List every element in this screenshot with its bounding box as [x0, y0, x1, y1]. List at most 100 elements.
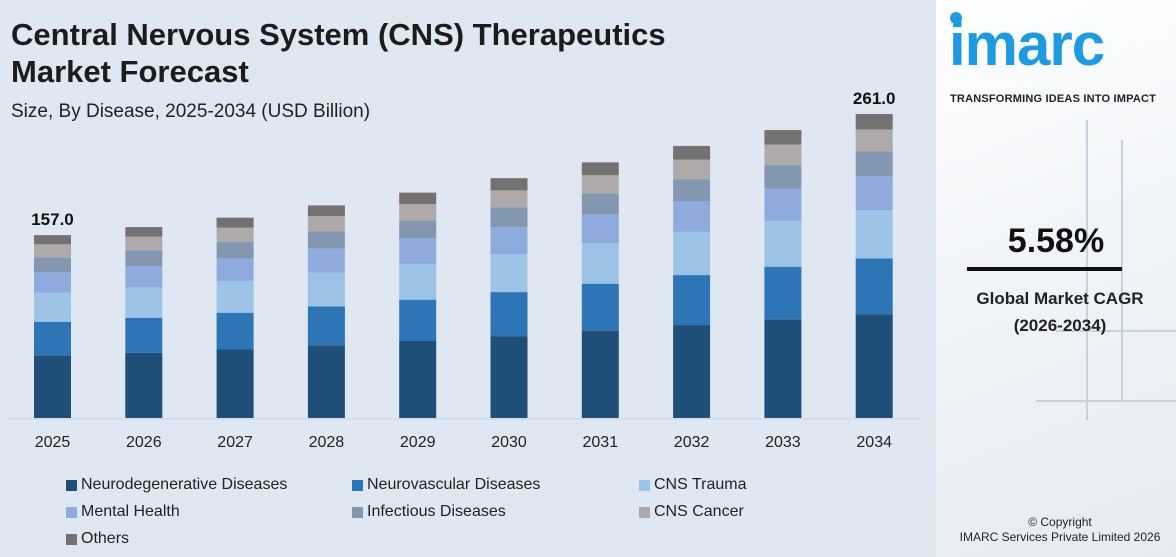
bar-segment [764, 319, 802, 418]
bar-segment [855, 176, 893, 211]
bar-segment [307, 345, 345, 418]
bar-segment [125, 317, 163, 353]
bar-segment [764, 130, 802, 145]
bar-segment [855, 258, 893, 315]
bar-segment [490, 190, 528, 208]
cagr-label-line1: Global Market CAGR [976, 289, 1144, 308]
legend-label: CNS Trauma [654, 476, 747, 493]
legend-item: Neurodegenerative Diseases [66, 476, 287, 494]
bar-segment [307, 216, 345, 232]
bar-segment [673, 275, 711, 326]
bar-segment [307, 248, 345, 273]
bar-segment [764, 266, 802, 320]
legend-item: Mental Health [66, 503, 180, 521]
legend-item: CNS Cancer [639, 503, 744, 521]
bar-segment [34, 272, 71, 293]
x-tick-label: 2031 [583, 434, 619, 451]
legend-swatch [352, 479, 363, 491]
bar-segment [673, 159, 711, 180]
bar-segment [399, 220, 437, 239]
bar-segment [855, 314, 893, 418]
x-tick-label: 2029 [400, 434, 436, 451]
bar-segment [216, 242, 254, 259]
bar-segment [34, 235, 71, 245]
bar-segment [125, 287, 163, 318]
bar-segment [581, 330, 619, 418]
bar-segment [490, 254, 528, 293]
bar-segment [34, 321, 71, 356]
brand-panel: imarc TRANSFORMING IDEAS INTO IMPACT 5.5… [936, 0, 1176, 557]
total-data-label: 157.0 [31, 210, 74, 229]
bar-segment [855, 151, 893, 177]
bar-segment [581, 214, 619, 244]
legend-label: Others [81, 530, 130, 547]
bar-segment [673, 179, 711, 202]
legend-item: CNS Trauma [639, 476, 746, 494]
bar-segment [490, 178, 528, 191]
bar-segment [307, 306, 345, 346]
cagr-label-line2: (2026-2034) [1013, 316, 1107, 335]
cagr-value: 5.58% [1007, 222, 1105, 260]
bar-segment [673, 231, 711, 276]
bar-segment [581, 193, 619, 215]
cagr-label: Global Market CAGR (2026-2034) [936, 285, 1176, 339]
bar-segment [490, 292, 528, 337]
bar-segment [399, 263, 437, 300]
legend-label: Neurodegenerative Diseases [81, 476, 288, 493]
bar-segment [399, 299, 437, 342]
legend-swatch [639, 479, 650, 491]
logo-dot-icon [950, 12, 962, 24]
bar-segment [216, 227, 254, 243]
bar-segment [581, 283, 619, 331]
bar-segment [490, 207, 528, 228]
bar-segment [581, 162, 619, 176]
x-tick-label: 2033 [765, 434, 801, 451]
bar-segment [673, 325, 711, 418]
bar-segment [764, 220, 802, 267]
bar-segment [399, 238, 437, 264]
x-tick-label: 2034 [856, 434, 892, 451]
x-tick-label: 2032 [674, 434, 710, 451]
imarc-logo: imarc [949, 11, 1105, 78]
legend-swatch [639, 506, 650, 518]
bar-segment [673, 145, 711, 160]
x-tick-label: 2028 [309, 434, 345, 451]
bar-segment [490, 336, 528, 418]
copyright: © Copyright IMARC Services Private Limit… [936, 515, 1176, 545]
bar-segment [855, 114, 893, 130]
bar-segment [125, 227, 163, 237]
bar-segment [581, 243, 619, 284]
bar-segment [399, 341, 437, 418]
bar-segment [216, 280, 254, 313]
bar-segment [125, 236, 163, 251]
total-data-label: 261.0 [853, 89, 896, 108]
bar-segment [34, 292, 71, 322]
bar-segment [216, 258, 254, 281]
chart-title: Central Nervous System (CNS) Therapeutic… [11, 17, 666, 89]
legend-label: CNS Cancer [654, 503, 744, 520]
legend-label: Mental Health [81, 503, 180, 520]
bar-segment [490, 227, 528, 255]
legend-label: Infectious Diseases [367, 503, 506, 520]
copyright-line1: © Copyright [1028, 515, 1092, 529]
bar-segment [764, 165, 802, 189]
bar-segment [673, 201, 711, 232]
legend-swatch [66, 506, 77, 518]
chart-subtitle: Size, By Disease, 2025-2034 (USD Billion… [11, 101, 371, 122]
legend-swatch [352, 506, 363, 518]
x-tick-label: 2027 [217, 434, 253, 451]
bar-segment [34, 244, 71, 258]
bar-segment [34, 355, 71, 418]
bar-segment [307, 272, 345, 307]
bar-segment [399, 192, 437, 205]
bar-segment [216, 217, 254, 228]
bar-segment [855, 129, 893, 152]
bar-segment [125, 266, 163, 288]
bar-segment [216, 349, 254, 418]
bar-segment [307, 205, 345, 217]
decorative-grid-line [1121, 140, 1123, 400]
x-tick-label: 2030 [491, 434, 527, 451]
legend-label: Neurovascular Diseases [367, 476, 541, 493]
bar-segment [216, 312, 254, 350]
brand-tagline: TRANSFORMING IDEAS INTO IMPACT [950, 93, 1157, 105]
